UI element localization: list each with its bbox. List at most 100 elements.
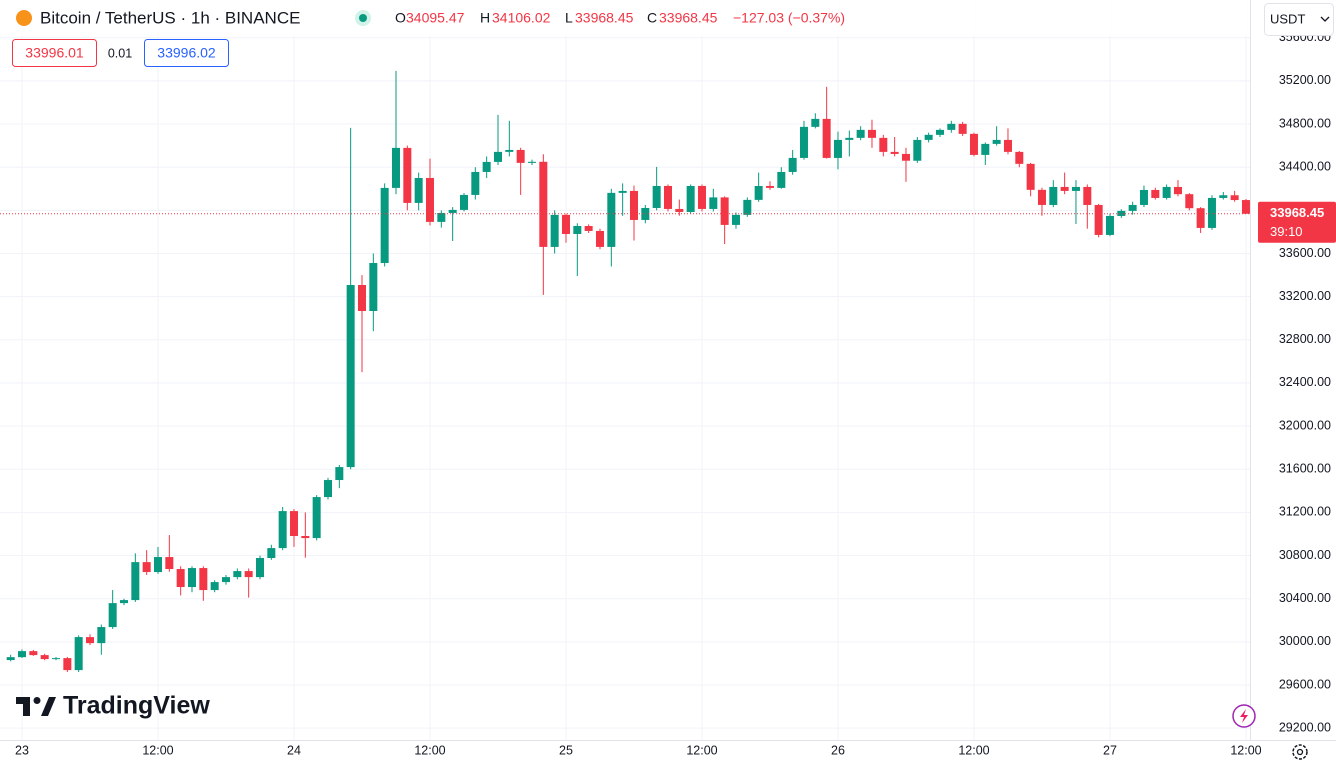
candle-body xyxy=(493,151,502,162)
candle-body xyxy=(992,139,1001,144)
candle-body xyxy=(425,177,434,222)
candle-body xyxy=(879,137,888,152)
x-tick-label: 12:00 xyxy=(1230,743,1261,757)
y-tick-label: 32000.00 xyxy=(1279,418,1331,432)
last-price-label: 33968.45 xyxy=(1270,205,1324,220)
ask-box[interactable] xyxy=(144,39,229,67)
candle-body xyxy=(448,209,457,213)
candle-body xyxy=(618,190,627,193)
candle-body xyxy=(709,197,718,209)
candle-body xyxy=(18,651,27,658)
low-value: 33968.45 xyxy=(575,10,634,26)
candle-body xyxy=(120,600,128,604)
candle-body xyxy=(1015,151,1024,164)
high-letter: H xyxy=(480,10,490,26)
currency-dropdown[interactable] xyxy=(1264,3,1334,36)
candle-body xyxy=(278,511,287,549)
candle-body xyxy=(901,153,910,161)
low-letter: L xyxy=(565,10,573,26)
candles xyxy=(0,70,1250,673)
close-value: 33968.45 xyxy=(659,10,718,26)
candle-body xyxy=(550,214,559,247)
candle-body xyxy=(1207,197,1216,228)
candle-body xyxy=(1230,195,1239,201)
candle-body xyxy=(799,126,808,158)
x-tick-label: 12:00 xyxy=(142,743,173,757)
candle-body xyxy=(403,147,412,203)
spread: 0.01 xyxy=(108,46,132,60)
candle-body xyxy=(1094,204,1103,235)
candle-body xyxy=(369,262,378,311)
bid: 33996.01 xyxy=(25,45,84,61)
x-tick-label: 12:00 xyxy=(414,743,445,757)
y-tick-label: 32400.00 xyxy=(1279,375,1331,389)
ask: 33996.02 xyxy=(157,45,216,61)
candle-body xyxy=(935,129,944,135)
candle-body xyxy=(6,657,15,661)
y-tick-label: 33200.00 xyxy=(1279,289,1331,303)
candle-body xyxy=(391,147,400,188)
candle-body xyxy=(969,133,978,155)
bid-box[interactable] xyxy=(12,39,97,67)
candle-body xyxy=(1162,186,1171,198)
candle-body xyxy=(1083,186,1092,205)
candle-body xyxy=(856,129,865,138)
candle-body xyxy=(539,161,548,247)
dropdown-caret xyxy=(1320,16,1330,22)
candle-body xyxy=(1139,189,1148,205)
y-tick-label: 30800.00 xyxy=(1279,548,1331,562)
candle-body xyxy=(686,185,695,212)
candle-body xyxy=(754,185,763,200)
candle-body xyxy=(1117,210,1126,216)
y-tick-label: 29200.00 xyxy=(1279,720,1331,734)
candle-body xyxy=(97,627,106,644)
candle-body xyxy=(482,161,491,172)
candle-body xyxy=(765,185,774,188)
watermark-logo xyxy=(16,697,56,716)
high-value: 34106.02 xyxy=(492,10,551,26)
y-tick-label: 34400.00 xyxy=(1279,159,1331,173)
candle-body xyxy=(607,192,616,247)
candle-body xyxy=(663,185,672,209)
candle-body xyxy=(346,284,355,468)
settings-icon[interactable] xyxy=(1292,744,1308,760)
change: −127.03 (−0.37%) xyxy=(733,10,845,26)
candle-body xyxy=(584,225,593,231)
y-tick-label: 31600.00 xyxy=(1279,462,1331,476)
candle-body xyxy=(924,134,933,140)
last-price-box xyxy=(1258,201,1336,243)
y-tick-label: 30000.00 xyxy=(1279,634,1331,648)
candle-body xyxy=(233,571,242,578)
candle-body xyxy=(595,230,604,247)
candle-body xyxy=(561,214,570,234)
header-bg xyxy=(0,0,1250,36)
candle-body xyxy=(527,161,536,163)
candle-body xyxy=(1196,208,1205,228)
candle-body xyxy=(142,562,151,573)
candle-body xyxy=(153,557,162,573)
settings-icon-center xyxy=(1296,748,1304,756)
candle-body xyxy=(1241,200,1250,214)
y-tick-label: 34800.00 xyxy=(1279,116,1331,130)
candle-body xyxy=(1003,139,1012,152)
candle-body xyxy=(675,208,684,212)
candle-body xyxy=(335,467,344,481)
candle-body xyxy=(697,185,706,209)
close-letter: C xyxy=(647,10,657,26)
x-tick-label: 12:00 xyxy=(958,743,989,757)
candle-body xyxy=(29,651,38,656)
candle-body xyxy=(958,123,967,134)
candle-body xyxy=(1173,186,1182,195)
candle-body xyxy=(380,187,389,263)
candle-body xyxy=(52,658,61,660)
y-tick-label: 30400.00 xyxy=(1279,591,1331,605)
candle-body xyxy=(890,151,899,154)
candle-body xyxy=(108,603,117,628)
x-tick-label: 25 xyxy=(559,743,573,757)
candle-body xyxy=(199,568,208,591)
y-tick-label: 33600.00 xyxy=(1279,246,1331,260)
candle-body xyxy=(720,197,729,225)
